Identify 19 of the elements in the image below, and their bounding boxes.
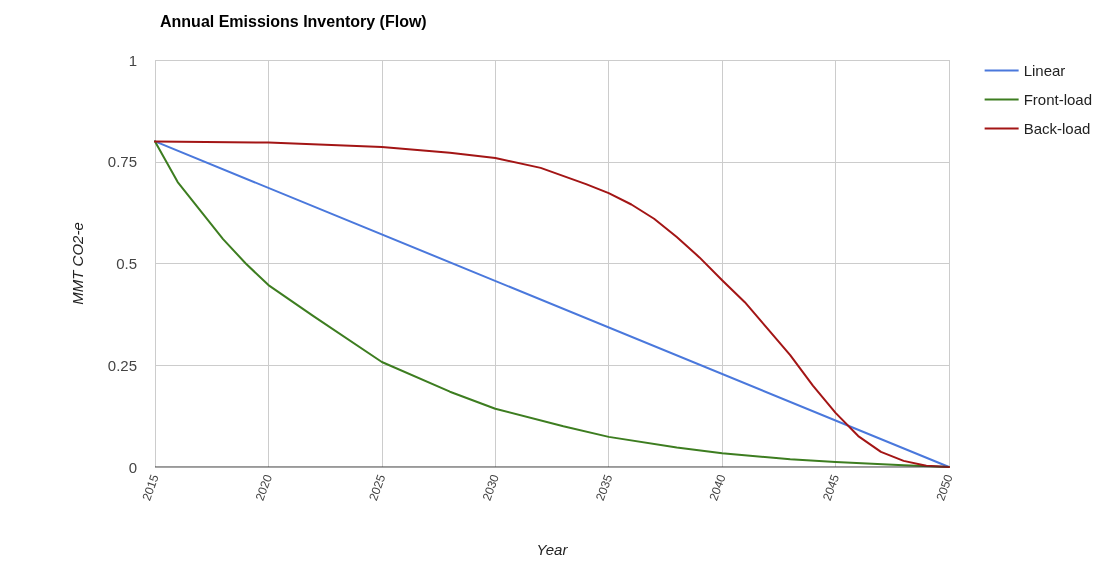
- legend-label: Front-load: [1023, 91, 1093, 108]
- legend-label: Linear: [1023, 62, 1066, 79]
- y-tick-label: 0.25: [107, 356, 137, 374]
- x-tick-label: 2040: [706, 472, 729, 503]
- x-tick-label: 2050: [933, 472, 956, 503]
- x-tick-label: 2020: [252, 472, 276, 503]
- y-axis-title: MMT CO2-e: [69, 222, 86, 305]
- y-tick-label: 0.75: [107, 153, 137, 171]
- y-tick-label: 0: [128, 458, 137, 476]
- y-tick-label: 0.5: [116, 255, 137, 272]
- x-tick-label: 2025: [366, 472, 389, 503]
- chart-title: Annual Emissions Inventory (Flow): [160, 12, 427, 30]
- x-tick-label: 2015: [139, 472, 162, 503]
- y-tick-label: 1: [128, 51, 137, 69]
- x-tick-label: 2030: [479, 472, 502, 503]
- x-axis-title: Year: [536, 541, 569, 558]
- legend-label: Back-load: [1023, 120, 1091, 137]
- x-tick-label: 2035: [593, 472, 616, 503]
- x-tick-label: 2045: [819, 472, 843, 503]
